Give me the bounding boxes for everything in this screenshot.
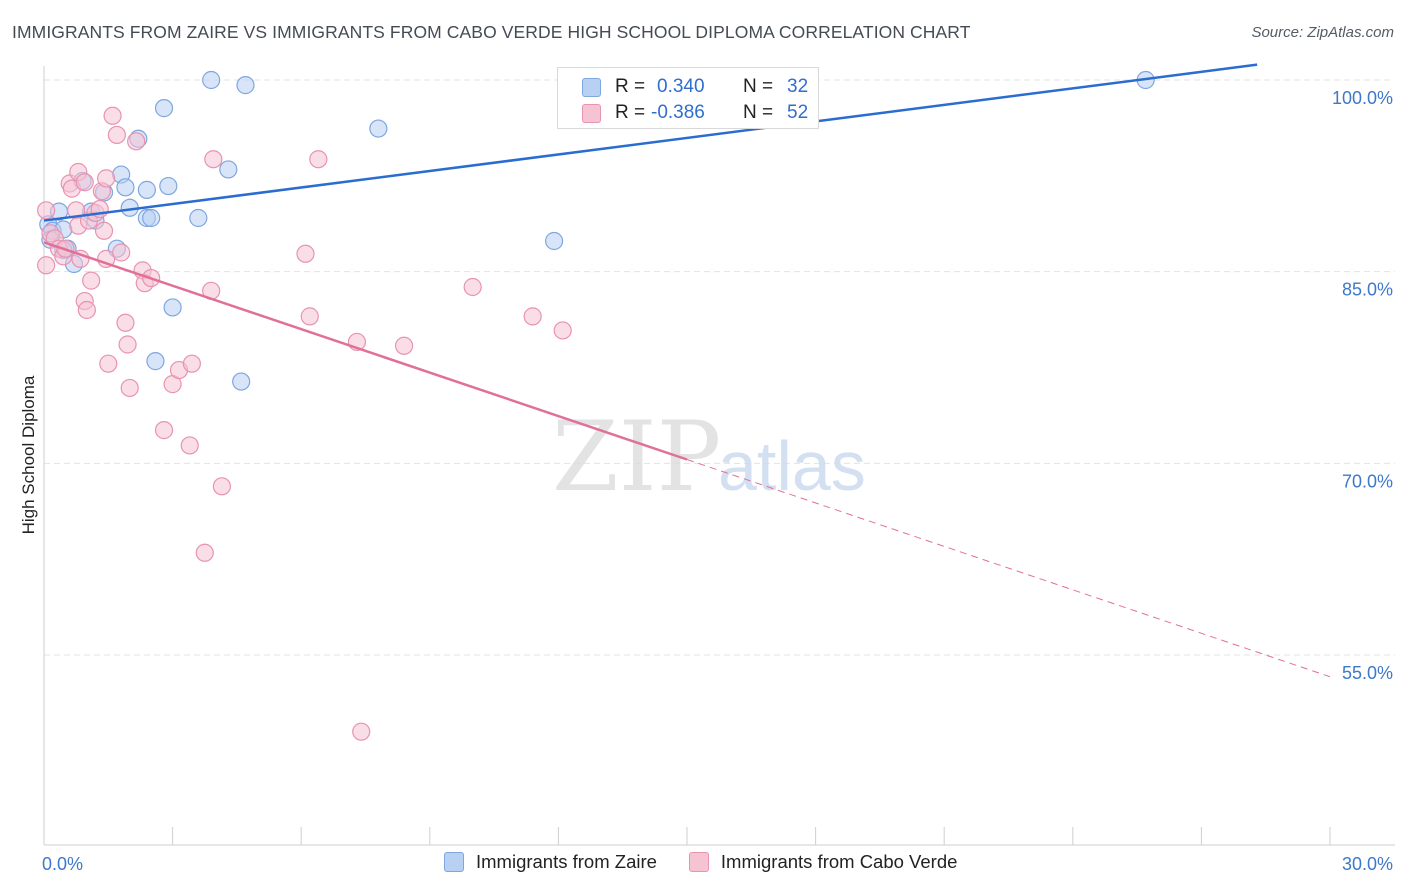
cabo-point — [180, 436, 199, 455]
cabo-point — [182, 354, 201, 373]
legend-item-zaire[interactable]: Immigrants from Zaire — [444, 851, 657, 873]
cabo-point — [212, 477, 231, 496]
cabo-point — [204, 150, 223, 169]
zaire-point — [369, 119, 388, 138]
legend-label-zaire: Immigrants from Zaire — [476, 851, 657, 872]
n-label: N = — [743, 76, 774, 97]
n-label: N = — [743, 102, 774, 123]
stats-box: R = 0.340 N = 32 R = -0.386 N = 52 — [557, 67, 819, 129]
cabo-point — [103, 106, 122, 125]
r-label: R = — [615, 102, 646, 123]
zaire-swatch — [582, 77, 601, 97]
zaire-point — [545, 231, 564, 251]
cabo-point — [107, 125, 126, 145]
zaire-point — [232, 372, 251, 391]
data-points — [37, 70, 1155, 741]
zaire-point — [236, 76, 255, 95]
zaire-point — [146, 352, 165, 371]
cabo-point — [71, 249, 90, 268]
cabo-point — [37, 201, 56, 220]
cabo-point — [99, 354, 118, 373]
zaire-point — [219, 160, 238, 179]
stats-row-cabo: R = -0.386 N = 52 — [582, 101, 808, 125]
zaire-point — [154, 99, 174, 118]
cabo-point — [94, 221, 114, 240]
cabo-legend-swatch — [688, 852, 709, 872]
grid-lines — [44, 79, 1395, 656]
cabo-point — [120, 378, 139, 398]
cabo-swatch — [582, 103, 601, 123]
cabo-trend-extension — [686, 459, 1331, 678]
cabo-point — [195, 543, 214, 562]
cabo-point — [300, 307, 319, 326]
x-tick-label: 0.0% — [42, 854, 83, 874]
cabo-point — [352, 722, 371, 741]
cabo-point — [112, 243, 131, 262]
y-tick-label: 85.0% — [1342, 280, 1393, 300]
cabo-point — [309, 150, 328, 169]
cabo-point — [553, 321, 572, 340]
cabo-point — [523, 307, 542, 326]
zaire-point — [137, 180, 156, 199]
cabo-point — [75, 173, 94, 192]
cabo-point — [77, 300, 96, 320]
y-tick-label: 70.0% — [1342, 471, 1393, 491]
cabo-point — [296, 244, 315, 263]
cabo-point — [116, 313, 135, 332]
stats-row-zaire: R = 0.340 N = 32 — [582, 75, 808, 99]
zaire-legend-swatch — [444, 852, 464, 872]
zaire-point — [116, 178, 135, 197]
legend-label-cabo: Immigrants from Cabo Verde — [720, 851, 958, 872]
r-label: R = — [615, 76, 646, 97]
zaire-point — [189, 208, 208, 228]
r-value: -0.386 — [651, 102, 705, 123]
zaire-point — [142, 208, 161, 228]
zaire-trend-line — [43, 63, 1258, 222]
watermark-zip: ZIP — [552, 401, 721, 513]
chart-title: IMMIGRANTS FROM ZAIRE VS IMMIGRANTS FROM… — [12, 22, 971, 42]
tick-labels: 100.0% 85.0% 70.0% 55.0% 0.0% 30.0% — [42, 88, 1393, 874]
x-tick-label: 30.0% — [1342, 854, 1393, 874]
n-value: 52 — [787, 102, 809, 123]
cabo-point — [394, 336, 414, 355]
legend-item-cabo[interactable]: Immigrants from Cabo Verde — [688, 851, 958, 873]
axes — [43, 66, 1395, 846]
y-tick-label: 100.0% — [1332, 88, 1393, 108]
cabo-point — [97, 169, 116, 188]
cabo-point — [127, 132, 146, 151]
cabo-point — [37, 256, 56, 275]
watermark-atlas: atlas — [718, 427, 866, 505]
cabo-point — [463, 277, 482, 297]
cabo-point — [82, 271, 101, 290]
cabo-point — [154, 421, 174, 440]
y-tick-label: 55.0% — [1342, 663, 1393, 683]
zaire-point — [159, 176, 178, 196]
trend-lines — [43, 63, 1331, 678]
r-value: 0.340 — [657, 76, 705, 97]
cabo-trend-line — [43, 241, 688, 461]
source-credit: Source: ZipAtlas.com — [1251, 24, 1394, 41]
zaire-point — [163, 298, 182, 317]
zaire-point — [202, 70, 221, 90]
y-axis-title: High School Diploma — [19, 375, 38, 534]
legend: Immigrants from Zaire Immigrants from Ca… — [444, 851, 989, 873]
cabo-point — [118, 335, 137, 354]
n-value: 32 — [787, 76, 809, 97]
